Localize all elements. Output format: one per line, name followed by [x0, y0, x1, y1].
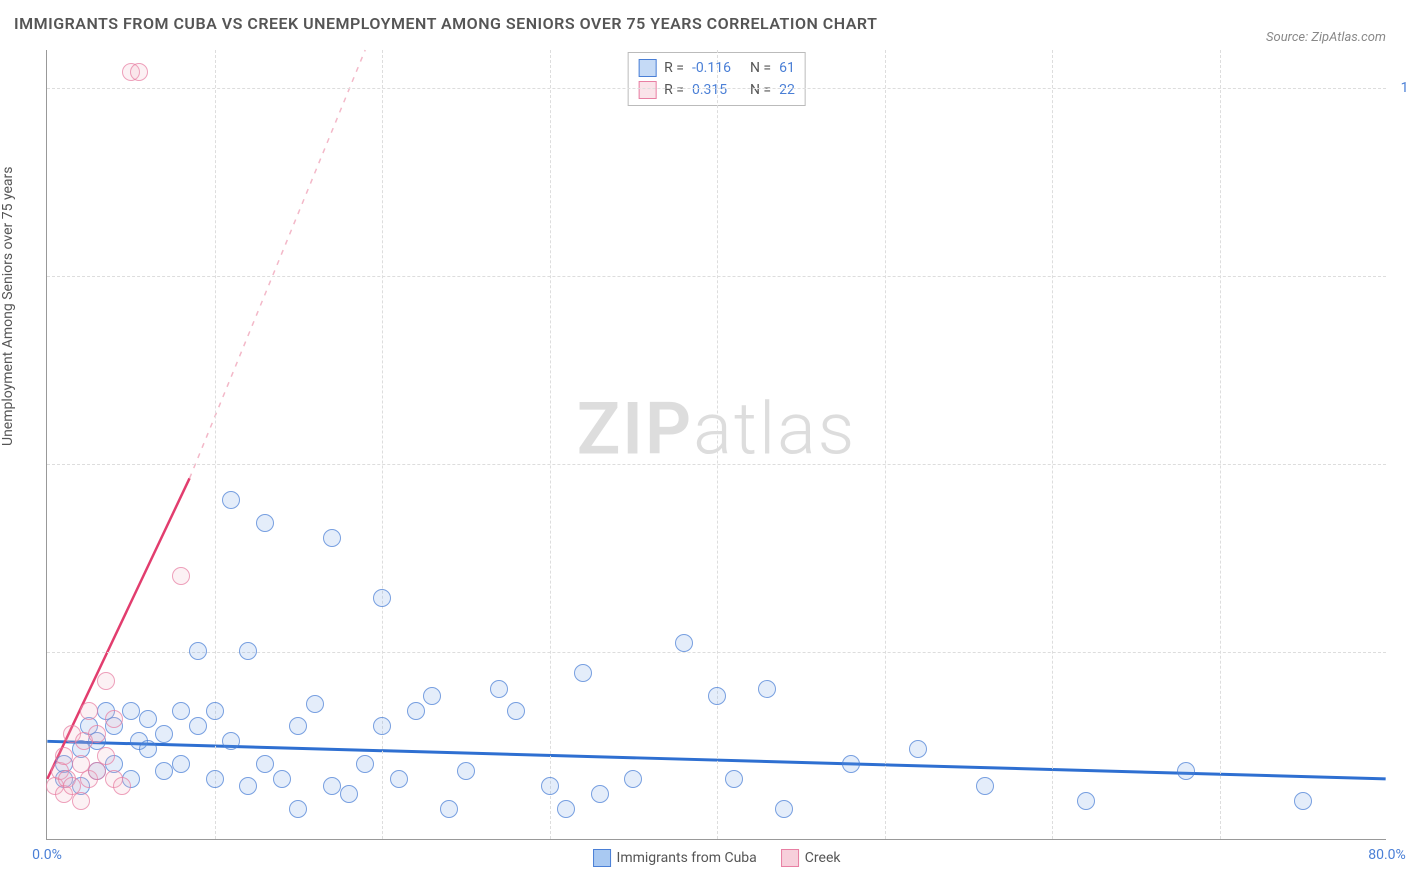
data-point	[172, 755, 190, 773]
data-point	[407, 702, 425, 720]
data-point	[289, 717, 307, 735]
gridline-vertical	[717, 50, 718, 839]
data-point	[189, 717, 207, 735]
data-point	[909, 740, 927, 758]
data-point	[273, 770, 291, 788]
data-point	[222, 491, 240, 509]
legend-n-value: 22	[779, 82, 795, 98]
data-point	[172, 567, 190, 585]
data-point	[130, 63, 148, 81]
data-point	[490, 680, 508, 698]
gridline-vertical	[1220, 50, 1221, 839]
data-point	[541, 777, 559, 795]
data-point	[256, 514, 274, 532]
data-point	[189, 642, 207, 660]
data-point	[976, 777, 994, 795]
data-point	[591, 785, 609, 803]
data-point	[113, 777, 131, 795]
gridline-vertical	[550, 50, 551, 839]
data-point	[239, 642, 257, 660]
data-point	[624, 770, 642, 788]
legend-series-item: Creek	[781, 849, 841, 867]
data-point	[356, 755, 374, 773]
legend-series-item: Immigrants from Cuba	[593, 849, 757, 867]
data-point	[373, 589, 391, 607]
data-point	[155, 725, 173, 743]
legend-swatch	[638, 59, 656, 77]
page-title: IMMIGRANTS FROM CUBA VS CREEK UNEMPLOYME…	[14, 14, 877, 33]
data-point	[507, 702, 525, 720]
data-point	[1177, 762, 1195, 780]
data-point	[155, 762, 173, 780]
data-point	[440, 800, 458, 818]
data-point	[725, 770, 743, 788]
legend-r-label: R =	[664, 82, 684, 98]
data-point	[758, 680, 776, 698]
data-point	[323, 777, 341, 795]
data-point	[373, 717, 391, 735]
data-point	[842, 755, 860, 773]
data-point	[340, 785, 358, 803]
data-point	[88, 725, 106, 743]
data-point	[1077, 792, 1095, 810]
data-point	[122, 702, 140, 720]
data-point	[557, 800, 575, 818]
data-point	[97, 672, 115, 690]
x-tick-label: 80.0%	[1368, 847, 1406, 863]
gridline-vertical	[1052, 50, 1053, 839]
data-point	[139, 740, 157, 758]
data-point	[55, 747, 73, 765]
legend-swatch	[638, 81, 656, 99]
scatter-plot: ZIPatlas R =-0.116N =61R =0.315N =22 Imm…	[46, 50, 1386, 840]
legend-r-label: R =	[664, 60, 684, 76]
data-point	[222, 732, 240, 750]
data-point	[206, 702, 224, 720]
watermark-bold: ZIP	[577, 386, 693, 471]
data-point	[323, 529, 341, 547]
data-point	[1294, 792, 1312, 810]
data-point	[97, 747, 115, 765]
data-point	[105, 710, 123, 728]
data-point	[775, 800, 793, 818]
data-point	[708, 687, 726, 705]
x-tick-label: 0.0%	[32, 847, 62, 863]
data-point	[239, 777, 257, 795]
y-axis-label: Unemployment Among Seniors over 75 years	[0, 167, 16, 447]
gridline-vertical	[215, 50, 216, 839]
legend-series-label: Creek	[805, 850, 841, 866]
legend-n-label: N =	[750, 82, 771, 98]
legend-swatch	[593, 849, 611, 867]
legend-series-label: Immigrants from Cuba	[617, 850, 757, 866]
source-attribution: Source: ZipAtlas.com	[1266, 30, 1386, 45]
legend-series: Immigrants from Cuba Creek	[593, 849, 841, 867]
legend-n-value: 61	[779, 60, 795, 76]
data-point	[306, 695, 324, 713]
gridline-vertical	[885, 50, 886, 839]
data-point	[206, 770, 224, 788]
y-tick-label: 100.0%	[1401, 80, 1406, 96]
legend-swatch	[781, 849, 799, 867]
data-point	[172, 702, 190, 720]
data-point	[457, 762, 475, 780]
data-point	[139, 710, 157, 728]
data-point	[390, 770, 408, 788]
data-point	[80, 702, 98, 720]
data-point	[423, 687, 441, 705]
data-point	[72, 792, 90, 810]
data-point	[675, 634, 693, 652]
data-point	[574, 664, 592, 682]
legend-n-label: N =	[750, 60, 771, 76]
data-point	[256, 755, 274, 773]
data-point	[289, 800, 307, 818]
